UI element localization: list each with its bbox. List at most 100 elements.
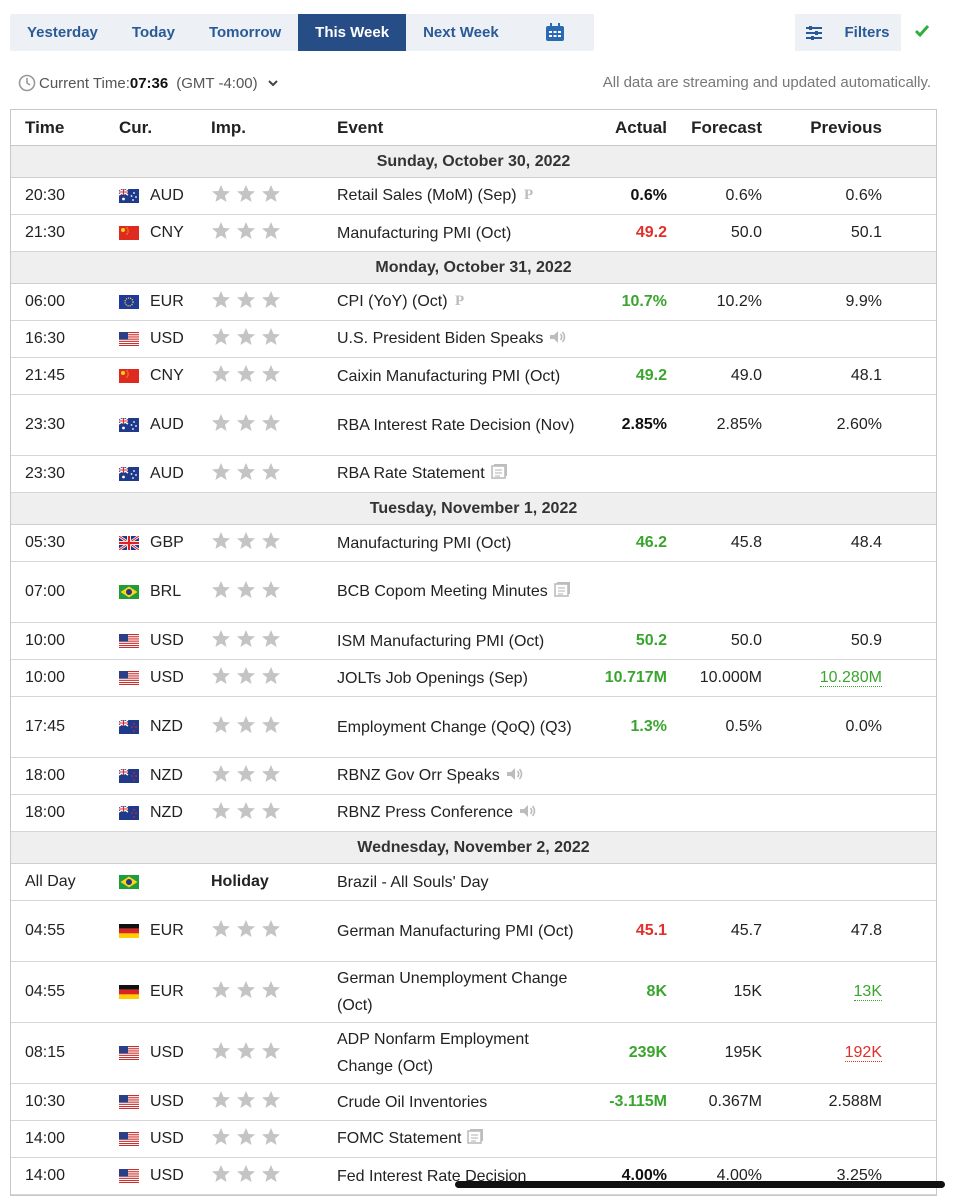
tab-this-week[interactable]: This Week <box>298 14 407 51</box>
actual-text: 49.2 <box>635 224 667 241</box>
chevron-down-icon[interactable] <box>267 79 278 87</box>
event-row[interactable]: 10:30 USD Crude Oil Inventories -3.115M 0.36… <box>11 1084 936 1121</box>
event-name[interactable]: German Manufacturing PMI (Oct) <box>337 922 574 940</box>
event-name[interactable]: JOLTs Job Openings (Sep) <box>337 669 528 687</box>
event-cell[interactable]: BCB Copom Meeting Minutes <box>337 578 582 605</box>
event-name[interactable]: ADP Nonfarm Employment Change (Oct) <box>337 1031 529 1075</box>
flag-icon <box>119 1169 139 1183</box>
event-name[interactable]: U.S. President Biden Speaks <box>337 330 544 348</box>
event-name[interactable]: FOMC Statement <box>337 1130 462 1148</box>
previous-text[interactable]: 192K <box>844 1044 882 1062</box>
tab-today[interactable]: Today <box>131 24 175 41</box>
event-cell[interactable]: Brazil - All Souls' Day <box>337 869 582 896</box>
document-icon[interactable] <box>467 1126 484 1153</box>
star-icon <box>261 290 281 314</box>
event-name[interactable]: Fed Interest Rate Decision <box>337 1167 527 1185</box>
event-name[interactable]: BCB Copom Meeting Minutes <box>337 583 548 601</box>
event-cell[interactable]: ISM Manufacturing PMI (Oct) <box>337 628 582 655</box>
current-time-bar[interactable]: Current Time: 07:36 (GMT -4:00) <box>18 74 278 92</box>
tab-yesterday[interactable]: Yesterday <box>27 24 98 41</box>
event-cell[interactable]: Manufacturing PMI (Oct) <box>337 530 582 557</box>
previous-value: 9.9% <box>762 293 882 311</box>
speaker-icon[interactable] <box>506 763 524 790</box>
star-icon <box>261 919 281 943</box>
previous-text: 3.25% <box>836 1167 882 1184</box>
tab-tomorrow[interactable]: Tomorrow <box>208 24 282 41</box>
star-icon <box>261 666 281 690</box>
event-name[interactable]: Employment Change (QoQ) (Q3) <box>337 718 572 736</box>
event-name[interactable]: Crude Oil Inventories <box>337 1093 488 1111</box>
event-row[interactable]: 18:00 NZD RBNZ Press Conference <box>11 795 936 832</box>
event-cell[interactable]: Fed Interest Rate Decision <box>337 1163 582 1190</box>
event-row[interactable]: 10:00 USD ISM Manufacturing PMI (Oct) 50.2 5… <box>11 623 936 660</box>
calendar-icon[interactable] <box>516 14 594 51</box>
event-name[interactable]: RBA Interest Rate Decision (Nov) <box>337 416 575 434</box>
event-cell[interactable]: Retail Sales (MoM) (Sep) P <box>337 182 582 209</box>
event-row[interactable]: 16:30 USD U.S. President Biden Speaks <box>11 321 936 358</box>
event-time: 18:00 <box>25 804 66 821</box>
event-row[interactable]: 23:30 AUD RBA Rate Statement <box>11 456 936 493</box>
event-cell[interactable]: RBA Interest Rate Decision (Nov) <box>337 412 582 439</box>
event-row[interactable]: 14:00 USD FOMC Statement <box>11 1121 936 1158</box>
previous-text[interactable]: 13K <box>853 983 882 1001</box>
event-cell[interactable]: ADP Nonfarm Employment Change (Oct) <box>337 1026 582 1080</box>
event-name[interactable]: Caixin Manufacturing PMI (Oct) <box>337 367 561 385</box>
event-row[interactable]: 17:45 NZD Employment Change (QoQ) (Q3) 1.3%… <box>11 697 936 758</box>
event-row[interactable]: 10:00 USD JOLTs Job Openings (Sep) 10.717M 1… <box>11 660 936 697</box>
event-cell[interactable]: JOLTs Job Openings (Sep) <box>337 665 582 692</box>
event-cell[interactable]: U.S. President Biden Speaks <box>337 325 582 352</box>
previous-text[interactable]: 10.280M <box>819 669 882 687</box>
event-row[interactable]: 18:00 NZD RBNZ Gov Orr Speaks <box>11 758 936 795</box>
event-cell[interactable]: Employment Change (QoQ) (Q3) <box>337 714 582 741</box>
speaker-icon[interactable] <box>549 326 567 353</box>
event-row[interactable]: 21:45 CNY Caixin Manufacturing PMI (Oct) 49… <box>11 358 936 395</box>
event-name[interactable]: RBNZ Press Conference <box>337 804 514 822</box>
event-cell[interactable]: RBA Rate Statement <box>337 460 582 487</box>
event-cell[interactable]: Manufacturing PMI (Oct) <box>337 220 582 247</box>
event-row[interactable]: 06:00 EUR CPI (YoY) (Oct) P 10.7% 10.2% 9.9% <box>11 284 936 321</box>
event-name[interactable]: CPI (YoY) (Oct) <box>337 293 448 311</box>
event-name[interactable]: Retail Sales (MoM) (Sep) <box>337 187 517 205</box>
event-cell[interactable]: Caixin Manufacturing PMI (Oct) <box>337 363 582 390</box>
importance-stars <box>211 666 281 690</box>
event-cell[interactable]: Crude Oil Inventories <box>337 1089 582 1116</box>
event-row[interactable]: 14:00 USD Fed Interest Rate Decision 4.00% 4… <box>11 1158 936 1195</box>
event-row[interactable]: 08:15 USD ADP Nonfarm Employment Change (O… <box>11 1023 936 1084</box>
document-icon[interactable] <box>553 579 571 606</box>
event-name[interactable]: German Unemployment Change (Oct) <box>337 970 568 1014</box>
event-name[interactable]: Manufacturing PMI (Oct) <box>337 224 512 242</box>
document-icon[interactable] <box>490 461 508 488</box>
event-row[interactable]: 04:55 EUR German Unemployment Change (Oct)… <box>11 962 936 1023</box>
tab-next-week[interactable]: Next Week <box>423 24 499 41</box>
event-row[interactable]: 07:00 BRL BCB Copom Meeting Minutes <box>11 562 936 623</box>
currency-code: EUR <box>150 293 184 310</box>
event-name[interactable]: Manufacturing PMI (Oct) <box>337 534 512 552</box>
event-row[interactable]: All Day Holiday Brazil - All Souls' Day <box>11 864 936 901</box>
event-name[interactable]: RBA Rate Statement <box>337 465 485 483</box>
event-name[interactable]: RBNZ Gov Orr Speaks <box>337 767 500 785</box>
horizontal-scrollbar[interactable] <box>455 1181 945 1188</box>
importance-cell <box>211 580 337 604</box>
event-cell[interactable]: CPI (YoY) (Oct) P <box>337 288 582 315</box>
event-row[interactable]: 21:30 CNY Manufacturing PMI (Oct) 49.2 50.0 5… <box>11 215 936 252</box>
event-name[interactable]: ISM Manufacturing PMI (Oct) <box>337 632 545 650</box>
event-name[interactable]: Brazil - All Souls' Day <box>337 873 489 891</box>
importance-stars <box>211 764 281 788</box>
event-cell[interactable]: RBNZ Press Conference <box>337 799 582 826</box>
speaker-icon[interactable] <box>519 800 537 827</box>
event-row[interactable]: 23:30 AUD RBA Interest Rate Decision (Nov)… <box>11 395 936 456</box>
event-cell[interactable]: RBNZ Gov Orr Speaks <box>337 762 582 789</box>
event-cell[interactable]: German Unemployment Change (Oct) <box>337 965 582 1019</box>
currency-cell: GBP <box>111 534 211 552</box>
filters-button[interactable]: Filters <box>795 14 901 51</box>
event-cell[interactable]: German Manufacturing PMI (Oct) <box>337 918 582 945</box>
star-icon <box>236 1041 256 1065</box>
event-row[interactable]: 20:30 AUD Retail Sales (MoM) (Sep) P 0.6% 0.6… <box>11 178 936 215</box>
event-row[interactable]: 05:30 GBP Manufacturing PMI (Oct) 46.2 45.8 4… <box>11 525 936 562</box>
event-row[interactable]: 04:55 EUR German Manufacturing PMI (Oct) 45… <box>11 901 936 962</box>
preliminary-icon[interactable]: P <box>454 289 467 316</box>
star-icon <box>261 221 281 245</box>
event-cell[interactable]: FOMC Statement <box>337 1125 582 1152</box>
event-time: 18:00 <box>25 767 66 784</box>
preliminary-icon[interactable]: P <box>523 183 536 210</box>
